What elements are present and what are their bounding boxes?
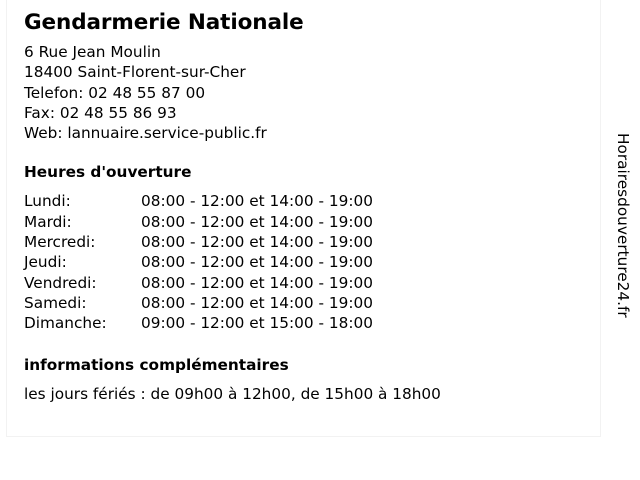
address-line-web: Web: lannuaire.service-public.fr — [24, 124, 267, 143]
hours-day-label: Vendredi: — [24, 273, 97, 292]
opening-hours-table: Lundi: 08:00 - 12:00 et 14:00 - 19:00 Ma… — [24, 191, 373, 333]
table-row: Samedi: 08:00 - 12:00 et 14:00 - 19:00 — [24, 293, 373, 313]
page-title: Gendarmerie Nationale — [24, 10, 304, 35]
table-row: Mardi: 08:00 - 12:00 et 14:00 - 19:00 — [24, 212, 373, 232]
hours-day-label: Dimanche: — [24, 314, 107, 333]
address-line-fax: Fax: 02 48 55 86 93 — [24, 103, 177, 122]
table-row: Dimanche: 09:00 - 12:00 et 15:00 - 18:00 — [24, 313, 373, 333]
hours-day-label: Lundi: — [24, 192, 71, 211]
additional-information-text: les jours fériés : de 09h00 à 12h00, de … — [24, 384, 441, 403]
hours-day-label: Mardi: — [24, 212, 72, 231]
hours-time-value: 08:00 - 12:00 et 14:00 - 19:00 — [141, 293, 373, 312]
address-line-city: 18400 Saint-Florent-sur-Cher — [24, 63, 246, 82]
additional-information-heading: informations complémentaires — [24, 355, 289, 374]
hours-day-label: Samedi: — [24, 293, 87, 312]
table-row: Jeudi: 08:00 - 12:00 et 14:00 - 19:00 — [24, 252, 373, 272]
table-row: Mercredi: 08:00 - 12:00 et 14:00 - 19:00 — [24, 232, 373, 252]
hours-time-value: 08:00 - 12:00 et 14:00 - 19:00 — [141, 192, 373, 211]
address-line-street: 6 Rue Jean Moulin — [24, 43, 161, 61]
hours-day-label: Mercredi: — [24, 233, 96, 252]
site-watermark-label: Horairesdouverture24.fr — [614, 133, 632, 318]
hours-time-value: 08:00 - 12:00 et 14:00 - 19:00 — [141, 273, 373, 292]
address-line-phone: Telefon: 02 48 55 87 00 — [24, 83, 206, 102]
address-block: 6 Rue Jean Moulin 18400 Saint-Florent-su… — [24, 42, 592, 143]
hours-time-value: 08:00 - 12:00 et 14:00 - 19:00 — [141, 212, 373, 231]
hours-time-value: 08:00 - 12:00 et 14:00 - 19:00 — [141, 253, 373, 272]
hours-time-value: 09:00 - 12:00 et 15:00 - 18:00 — [141, 314, 373, 333]
opening-hours-heading: Heures d'ouverture — [24, 163, 192, 182]
card-content: Gendarmerie Nationale 6 Rue Jean Moulin … — [24, 10, 592, 404]
hours-day-label: Jeudi: — [24, 253, 67, 272]
hours-time-value: 08:00 - 12:00 et 14:00 - 19:00 — [141, 233, 373, 252]
table-row: Vendredi: 08:00 - 12:00 et 14:00 - 19:00 — [24, 273, 373, 293]
opening-hours-card: Gendarmerie Nationale 6 Rue Jean Moulin … — [6, 0, 601, 437]
table-row: Lundi: 08:00 - 12:00 et 14:00 - 19:00 — [24, 191, 373, 211]
